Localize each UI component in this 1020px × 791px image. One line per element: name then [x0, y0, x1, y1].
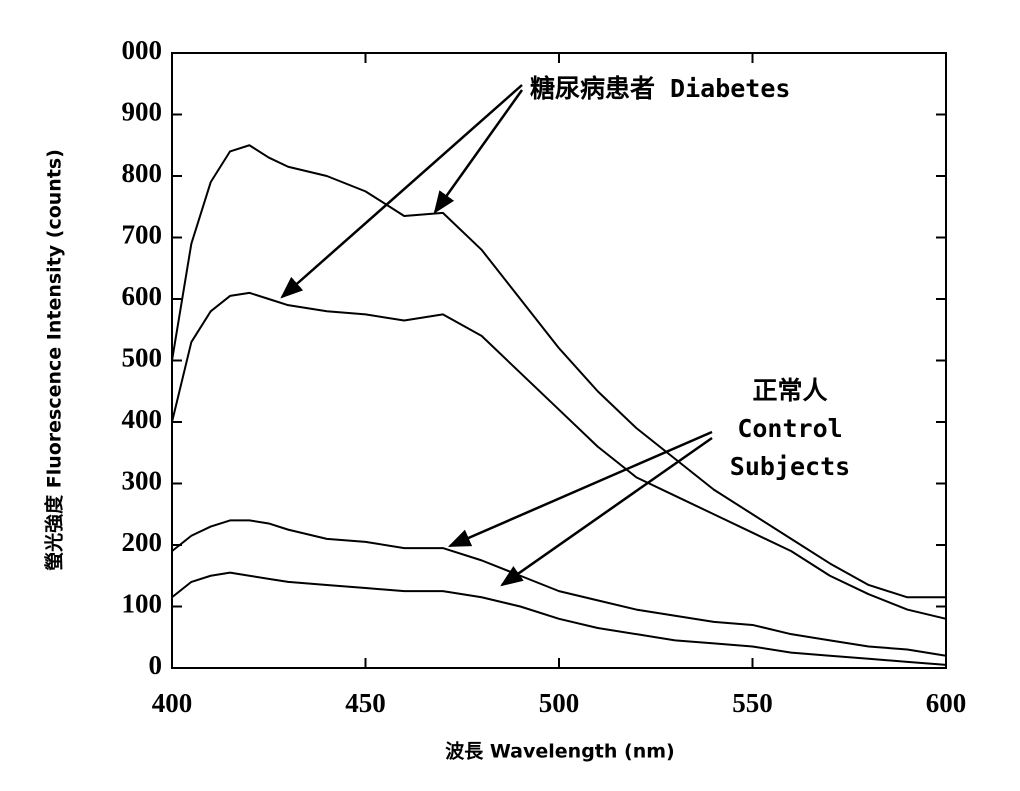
line-series	[171, 571, 947, 666]
line-series	[171, 144, 946, 599]
annotation: Control	[737, 414, 842, 443]
arrow	[433, 89, 524, 214]
x-tick-label: 400	[152, 688, 193, 718]
x-tick-label: 500	[539, 688, 580, 718]
x-axis-label: 波長 Wavelength (nm)	[445, 740, 674, 763]
y-tick-label: 100	[122, 589, 163, 619]
y-tick-label: 200	[122, 527, 163, 557]
y-tick-label: 500	[122, 343, 163, 373]
y-tick-label: 0	[149, 650, 163, 680]
x-tick-label: 450	[345, 688, 386, 718]
arrow	[500, 436, 713, 587]
x-tick-label: 600	[926, 688, 967, 718]
y-tick-label: 700	[122, 220, 163, 250]
y-tick-label: 000	[122, 35, 163, 65]
annotation: Subjects	[730, 452, 850, 481]
line-series	[171, 519, 947, 657]
y-tick-label: 400	[122, 404, 163, 434]
x-tick-label: 550	[732, 688, 773, 718]
y-tick-label: 300	[122, 466, 163, 496]
arrows	[280, 84, 713, 587]
y-tick-label: 900	[122, 97, 163, 127]
arrow	[447, 430, 713, 548]
y-tick-label: 600	[122, 281, 163, 311]
annotation: 正常人	[752, 376, 827, 405]
y-axis-label: 螢光強度 Fluorescence Intensity (counts)	[43, 149, 66, 571]
y-tick-label: 800	[122, 158, 163, 188]
annotation: 糖尿病患者 Diabetes	[530, 74, 790, 103]
arrow	[280, 84, 523, 299]
line-series	[171, 291, 947, 620]
